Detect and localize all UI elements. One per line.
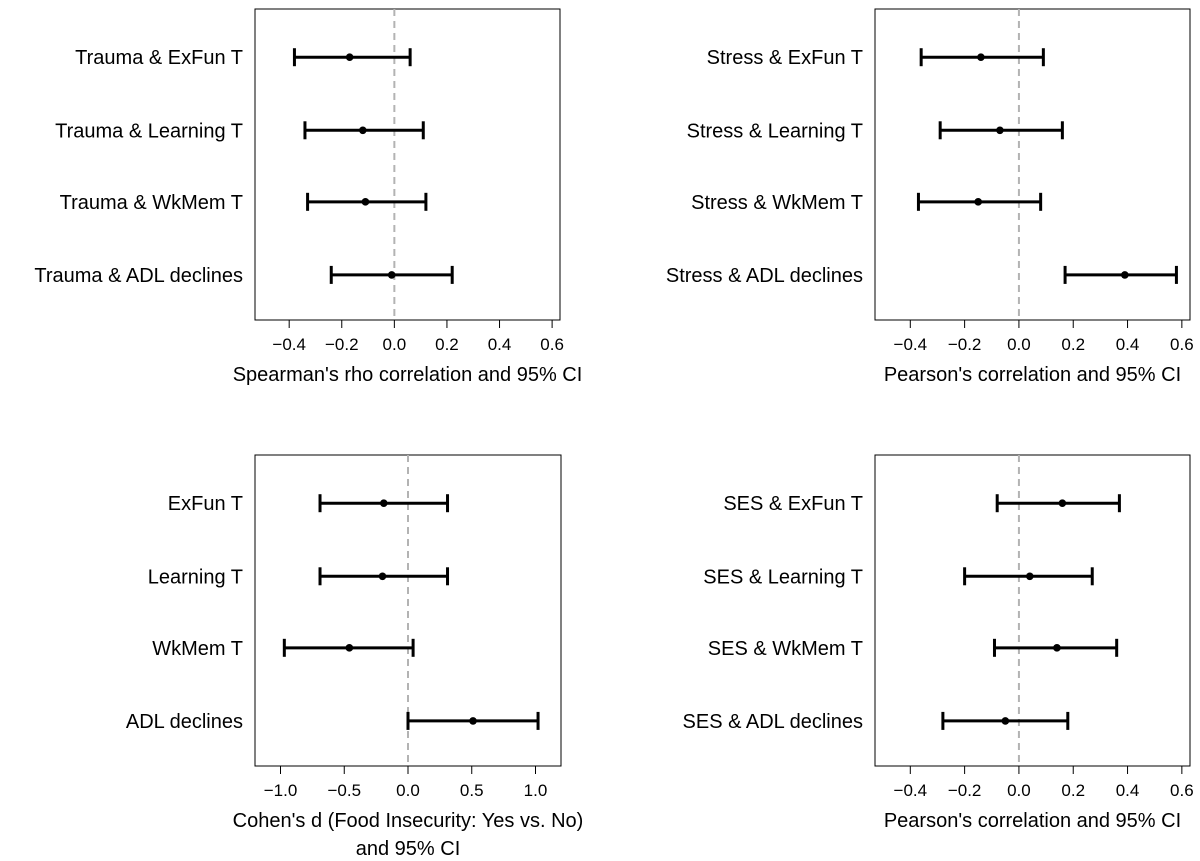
row-label: Trauma & WkMem T — [60, 192, 243, 214]
point-estimate — [1058, 499, 1067, 508]
plot-frame — [874, 8, 1191, 321]
x-tick-label: −0.4 — [894, 335, 928, 354]
row-label: SES & WkMem T — [708, 638, 863, 660]
point-estimate — [1001, 717, 1010, 725]
point-estimate — [469, 717, 477, 725]
x-axis-label: Pearson's correlation and 95% CI — [884, 364, 1181, 386]
point-estimate — [345, 53, 354, 62]
row-label: Trauma & Learning T — [55, 120, 243, 142]
point-estimate — [345, 644, 354, 652]
row-label: Stress & Learning T — [687, 120, 863, 142]
x-tick-label: −0.2 — [948, 781, 982, 800]
row-label: ADL declines — [126, 711, 243, 733]
x-tick-label: −1.0 — [264, 781, 298, 800]
x-axis-label: Spearman's rho correlation and 95% CI — [233, 364, 583, 386]
row-label: Trauma & ExFun T — [75, 47, 243, 69]
x-tick-label: 0.6 — [1170, 781, 1194, 800]
point-estimate — [361, 198, 370, 206]
x-tick-label: 1.0 — [524, 781, 548, 800]
x-tick-label: −0.5 — [327, 781, 361, 800]
point-estimate — [1053, 644, 1061, 652]
row-label: Stress & ADL declines — [666, 265, 863, 287]
forest-panel-3: ExFun T Learning T WkMem T ADL declines −1.0… — [126, 454, 584, 860]
row-label: WkMem T — [152, 638, 243, 660]
row-label: ExFun T — [168, 493, 243, 515]
point-estimate — [1121, 271, 1129, 279]
point-estimate — [974, 198, 982, 206]
point-estimate — [387, 271, 396, 279]
forest-panel-4: SES & ExFun T SES & Learning T SES & WkMem… — [683, 454, 1194, 832]
x-tick-label: 0.4 — [1116, 781, 1140, 800]
row-label: SES & Learning T — [703, 566, 863, 588]
x-tick-label: 0.6 — [1170, 335, 1194, 354]
x-tick-label: −0.4 — [894, 781, 928, 800]
point-estimate — [1025, 572, 1034, 581]
plot-frame — [254, 8, 561, 321]
x-tick-label: 0.5 — [460, 781, 484, 800]
x-tick-label: 0.0 — [1007, 335, 1031, 354]
x-tick-label: 0.6 — [540, 335, 564, 354]
forest-panel-2: Stress & ExFun T Stress & Learning T Stres… — [666, 8, 1194, 386]
x-tick-label: 0.0 — [396, 781, 420, 800]
plot-frame — [874, 454, 1191, 767]
forest-panel-1: Trauma & ExFun T Trauma & Learning T Traum… — [34, 8, 583, 386]
point-estimate — [996, 126, 1004, 135]
x-tick-label: 0.4 — [488, 335, 512, 354]
x-tick-label: 0.0 — [1007, 781, 1031, 800]
x-tick-label: 0.0 — [383, 335, 407, 354]
point-estimate — [379, 499, 388, 508]
row-label: SES & ExFun T — [723, 493, 863, 515]
x-axis-label: Pearson's correlation and 95% CI — [884, 810, 1181, 832]
row-label: SES & ADL declines — [683, 711, 863, 733]
x-tick-label: −0.2 — [325, 335, 359, 354]
x-tick-label: 0.2 — [1061, 335, 1085, 354]
x-tick-label: 0.2 — [435, 335, 459, 354]
x-axis-label: Cohen's d (Food Insecurity: Yes vs. No) — [233, 810, 584, 832]
point-estimate — [359, 126, 367, 135]
row-label: Learning T — [148, 566, 243, 588]
x-tick-label: 0.2 — [1061, 781, 1085, 800]
x-axis-label-line2: and 95% CI — [356, 838, 461, 860]
x-tick-label: 0.4 — [1116, 335, 1140, 354]
x-tick-label: −0.4 — [272, 335, 306, 354]
point-estimate — [977, 53, 985, 62]
x-tick-label: −0.2 — [948, 335, 982, 354]
point-estimate — [378, 572, 387, 581]
row-label: Trauma & ADL declines — [34, 265, 243, 287]
row-label: Stress & ExFun T — [707, 47, 863, 69]
row-label: Stress & WkMem T — [691, 192, 863, 214]
